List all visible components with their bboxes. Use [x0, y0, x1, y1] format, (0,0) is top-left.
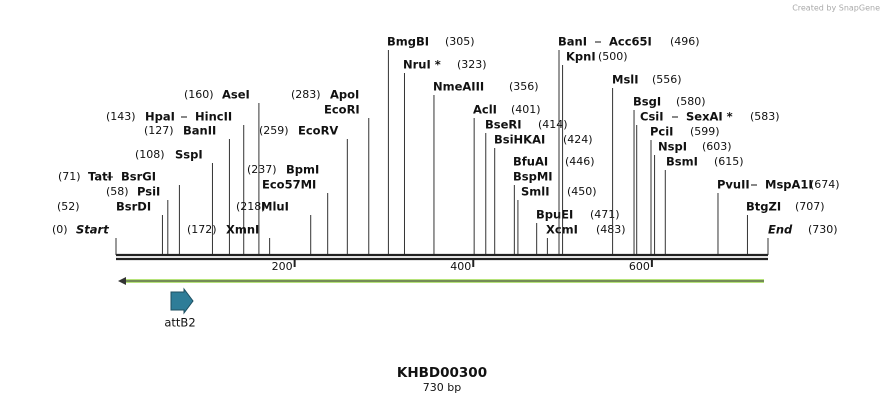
site-position: (450) [567, 185, 597, 198]
enzyme-name: BanI [558, 35, 587, 49]
site-position: (580) [676, 95, 706, 108]
site-position: (218) [236, 200, 266, 213]
enzyme-name: NspI [658, 140, 687, 154]
enzyme-name: PvuII [717, 178, 750, 192]
site-position: (108) [135, 148, 165, 161]
enzyme-name: BsgI [633, 95, 661, 109]
enzyme-name: Eco57MI [262, 178, 316, 192]
enzyme-name: BmgBI [387, 35, 429, 49]
enzyme-name: KpnI [566, 50, 596, 64]
enzyme-name: BtgZI [746, 200, 781, 214]
map-length: 730 bp [423, 381, 461, 394]
site-position: (583) [750, 110, 780, 123]
enzyme-name: TatI [88, 170, 112, 184]
ruler-tick-label: 600 [629, 260, 650, 273]
site-position: (707) [795, 200, 825, 213]
site-position: (237) [247, 163, 277, 176]
enzyme-name: CsiI [640, 110, 664, 124]
ruler [116, 253, 768, 261]
site-position: (674) [810, 178, 840, 191]
enzyme-name: ApoI [330, 88, 359, 102]
start-position: (0) [52, 223, 68, 236]
enzyme-name: EcoRI [324, 103, 360, 117]
site-position: (401) [511, 103, 541, 116]
site-position: (356) [509, 80, 539, 93]
site-position: (127) [144, 124, 174, 137]
site-position: (556) [652, 73, 682, 86]
enzyme-name: PsiI [137, 185, 160, 199]
enzyme-name: BspMI [513, 170, 553, 184]
orf-arrow [118, 277, 764, 285]
enzyme-name: PciI [650, 125, 673, 139]
end-position: (730) [808, 223, 838, 236]
enzyme-name: NruI * [403, 58, 441, 72]
enzyme-name: SspI [175, 148, 203, 162]
site-position: (615) [714, 155, 744, 168]
enzyme-name: BsmI [666, 155, 698, 169]
enzyme-name: BpmI [286, 163, 319, 177]
site-position: (58) [106, 185, 129, 198]
enzyme-name: SexAI * [686, 110, 733, 124]
enzyme-name: MslI [612, 73, 639, 87]
enzyme-name: AseI [222, 88, 250, 102]
ruler-tick-label: 400 [450, 260, 471, 273]
site-position: (323) [457, 58, 487, 71]
site-position: (414) [538, 118, 568, 131]
site-position: (71) [58, 170, 81, 183]
site-position: (424) [563, 133, 593, 146]
enzyme-name: NmeAIII [433, 80, 484, 94]
site-position: (52) [57, 200, 80, 213]
enzyme-name: BanII [183, 124, 216, 138]
orf-head [118, 277, 126, 285]
site-position: (172) [187, 223, 217, 236]
site-position: (305) [445, 35, 475, 48]
enzyme-name: HpaI [145, 110, 175, 124]
end-label: End [768, 223, 793, 237]
enzyme-name: Acc65I [609, 35, 652, 49]
enzyme-name: SmlI [521, 185, 550, 199]
site-position: (143) [106, 110, 136, 123]
feature-label: attB2 [164, 316, 195, 330]
site-position: (496) [670, 35, 700, 48]
site-position: (446) [565, 155, 595, 168]
site-position: (160) [184, 88, 214, 101]
ruler-tick-label: 200 [272, 260, 293, 273]
enzyme-name: EcoRV [298, 124, 338, 138]
site-position: (599) [690, 125, 720, 138]
enzyme-name: BsiHKAI [494, 133, 545, 147]
start-label: Start [76, 223, 109, 237]
enzyme-name: BpuEI [536, 208, 573, 222]
map-title: KHBD00300 [397, 365, 487, 381]
site-position: (471) [590, 208, 620, 221]
enzyme-name: BfuAI [513, 155, 548, 169]
enzyme-name: MspA1I [765, 178, 813, 192]
site-position: (483) [596, 223, 626, 236]
enzyme-name: XmnI [226, 223, 259, 237]
enzyme-name: BsrGI [121, 170, 156, 184]
enzyme-name: XcmI [546, 223, 578, 237]
site-position: (283) [291, 88, 321, 101]
enzyme-name: BseRI [485, 118, 522, 132]
enzyme-name: MluI [261, 200, 289, 214]
site-position: (500) [598, 50, 628, 63]
site-position: (603) [702, 140, 732, 153]
enzyme-name: BsrDI [116, 200, 151, 214]
site-position: (259) [259, 124, 289, 137]
enzyme-name: HincII [195, 110, 232, 124]
enzyme-name: AclI [473, 103, 497, 117]
feature-arrow [170, 287, 194, 315]
credit: Created by SnapGene [792, 4, 880, 13]
